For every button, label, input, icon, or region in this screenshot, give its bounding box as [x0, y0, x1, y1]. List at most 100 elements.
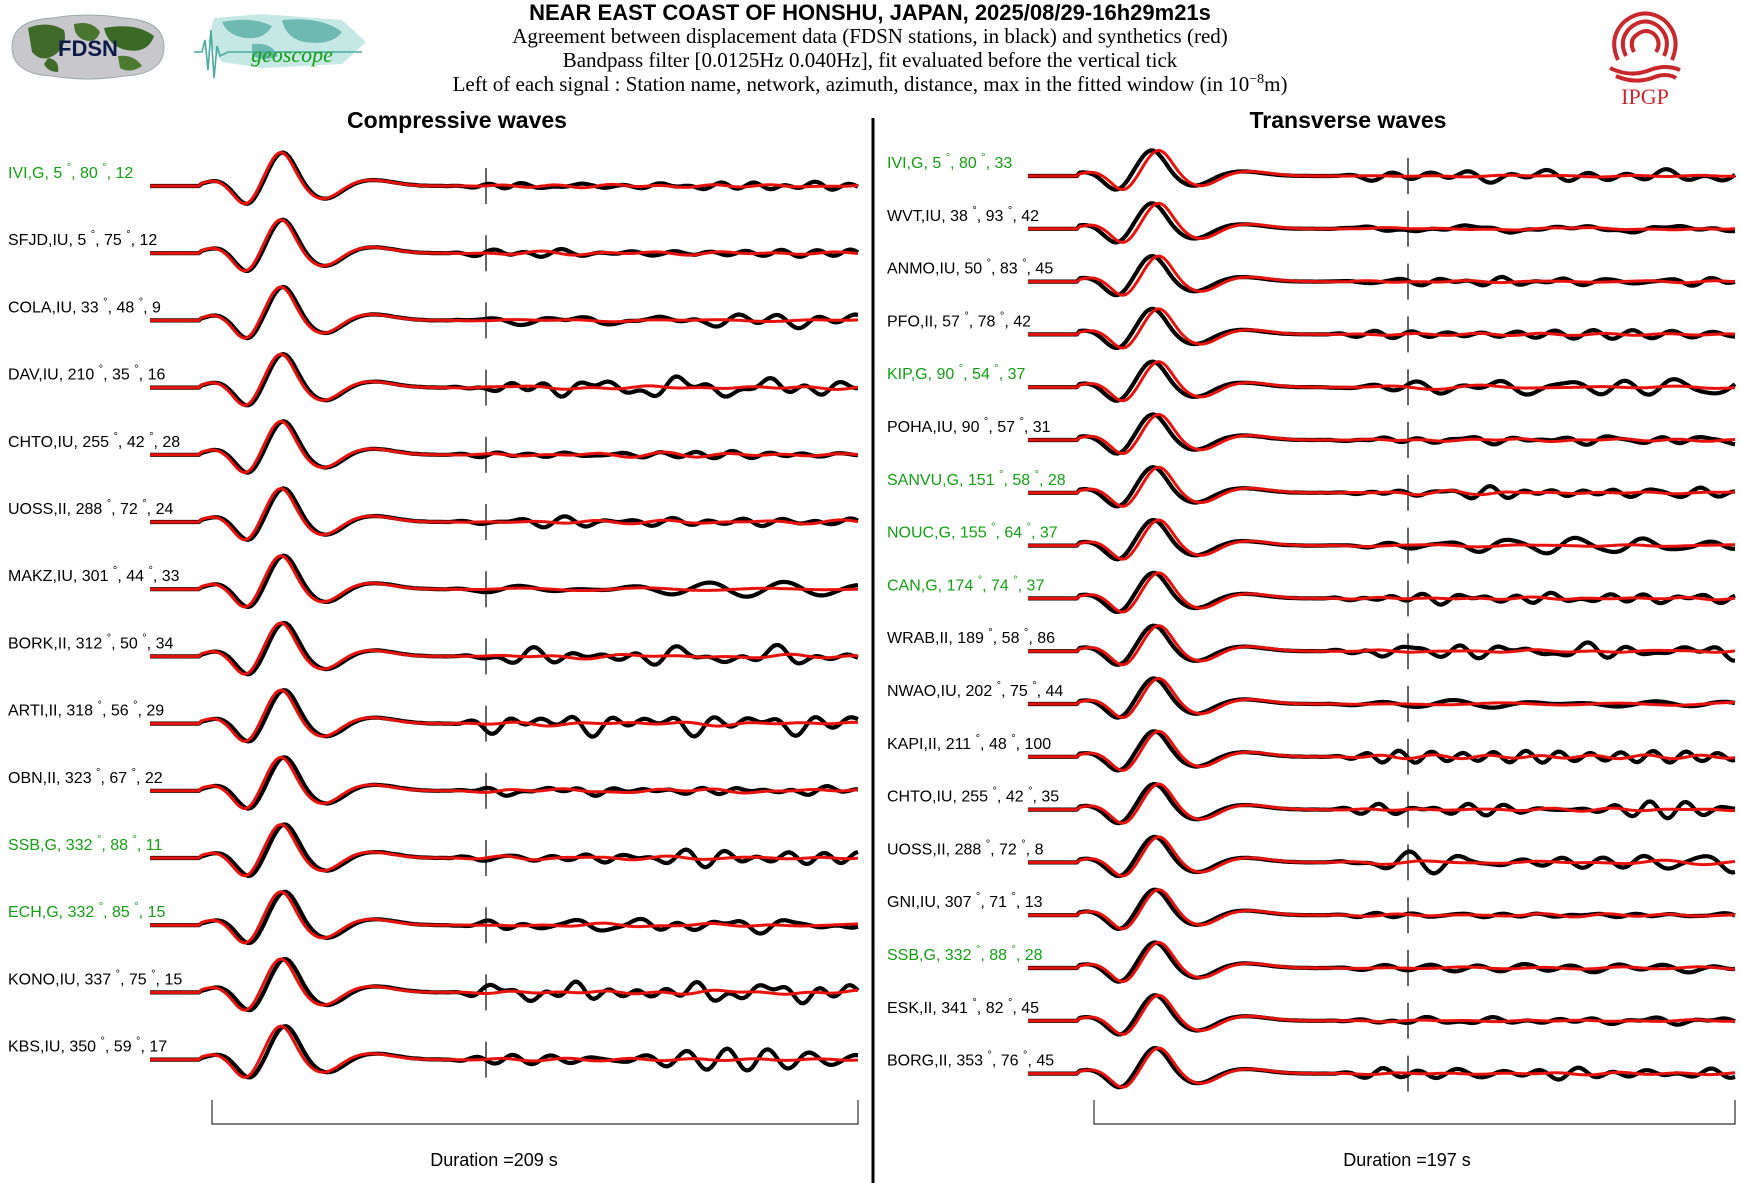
- data-trace-s-nwao: [1028, 676, 1736, 720]
- station-field: , 17: [140, 1039, 167, 1056]
- station-field: BORG,II, 353: [887, 1053, 987, 1070]
- data-trace-s-ssb: [1028, 940, 1736, 984]
- station-field: , 72: [990, 841, 1021, 858]
- degree-sign: °: [1032, 680, 1036, 692]
- degree-sign: °: [133, 700, 137, 712]
- synthetic-trace-p-sfjd: [150, 218, 859, 273]
- station-field: SFJD,IU, 5: [8, 232, 91, 249]
- station-label-p-ivi: IVI,G, 5 °, 80 °, 12: [8, 162, 133, 182]
- station-field: , 28: [153, 434, 180, 451]
- degree-sign: °: [987, 1050, 991, 1062]
- degree-sign: °: [97, 834, 101, 846]
- station-field: CAN,G, 174: [887, 577, 978, 594]
- station-field: , 24: [147, 501, 174, 518]
- degree-sign: °: [113, 565, 117, 577]
- degree-sign: °: [103, 296, 107, 308]
- station-field: , 45: [1012, 1000, 1039, 1017]
- station-field: , 75: [120, 971, 151, 988]
- degree-sign: °: [986, 838, 990, 850]
- fdsn-globe-icon: FDSN: [11, 14, 165, 80]
- data-trace-p-sfjd: [150, 217, 860, 273]
- synthetic-trace-s-esk: [1028, 993, 1736, 1036]
- station-field: , 86: [1028, 630, 1055, 647]
- station-field: , 50: [111, 635, 142, 652]
- station-field: , 22: [136, 770, 163, 787]
- degree-sign: °: [132, 767, 136, 779]
- station-field: , 42: [997, 789, 1028, 806]
- synthetic-trace-s-kip: [1028, 360, 1736, 403]
- subtitle-line-2: Bandpass filter [0.0125Hz 0.040Hz], fit …: [562, 48, 1178, 72]
- data-trace-s-can: [1028, 570, 1736, 615]
- station-label-p-dav: DAV,IU, 210 °, 35 °, 16: [8, 364, 165, 384]
- station-label-s-anmo: ANMO,IU, 50 °, 83 °, 45: [887, 258, 1053, 278]
- geoscope-logo: geoscope: [192, 12, 368, 84]
- synthetic-trace-s-poha: [1028, 412, 1736, 456]
- synthetic-trace-s-kapi: [1028, 729, 1736, 772]
- degree-sign: °: [1013, 574, 1017, 586]
- station-field: KONO,IU, 337: [8, 971, 116, 988]
- station-field: PFO,II, 57: [887, 313, 964, 330]
- station-field: , 80: [71, 165, 102, 182]
- ipgp-logo-label: IPGP: [1621, 84, 1669, 108]
- station-field: CHTO,IU, 255: [8, 434, 114, 451]
- degree-sign: °: [976, 944, 980, 956]
- synthetic-trace-s-chto: [1028, 782, 1735, 825]
- data-trace-s-ivi: [1028, 148, 1737, 192]
- degree-sign: °: [142, 498, 146, 510]
- station-label-s-borg: BORG,II, 353 °, 76 °, 45: [887, 1050, 1054, 1070]
- station-field: SANVU,G, 151: [887, 472, 999, 489]
- data-trace-p-makz: [150, 553, 859, 610]
- station-field: , 11: [137, 837, 163, 854]
- station-label-p-kono: KONO,IU, 337 °, 75 °, 15: [8, 968, 182, 988]
- degree-sign: °: [139, 296, 143, 308]
- synthetic-trace-s-borg: [1028, 1046, 1736, 1089]
- station-field: , 75: [95, 232, 126, 249]
- degree-sign: °: [997, 680, 1001, 692]
- station-field: , 13: [1016, 894, 1043, 911]
- subtitle-line-3: Left of each signal : Station name, netw…: [0, 72, 1740, 97]
- station-field: , 45: [1027, 1053, 1054, 1070]
- station-field: , 88: [101, 837, 132, 854]
- station-label-s-wvt: WVT,IU, 38 °, 93 °, 42: [887, 205, 1039, 225]
- station-label-p-uoss: UOSS,II, 288 °, 72 °, 24: [8, 498, 173, 518]
- station-label-p-chto: CHTO,IU, 255 °, 42 °, 28: [8, 431, 180, 451]
- degree-sign: °: [134, 901, 138, 913]
- station-field: , 93: [977, 208, 1008, 225]
- station-field: , 12: [131, 232, 158, 249]
- station-label-s-kip: KIP,G, 90 °, 54 °, 37: [887, 363, 1025, 383]
- degree-sign: °: [148, 565, 152, 577]
- station-field: SSB,G, 332: [8, 837, 97, 854]
- station-field: UOSS,II, 288: [887, 841, 986, 858]
- station-field: , 67: [100, 770, 131, 787]
- data-trace-s-anmo: [1028, 254, 1736, 298]
- degree-sign: °: [976, 891, 980, 903]
- station-field: UOSS,II, 288: [8, 501, 107, 518]
- station-label-p-obn: OBN,II, 323 °, 67 °, 22: [8, 767, 163, 787]
- station-label-s-uoss: UOSS,II, 288 °, 72 °, 8: [887, 838, 1044, 858]
- station-field: , 57: [988, 419, 1019, 436]
- station-field: SSB,G, 332: [887, 947, 976, 964]
- station-field: , 33: [986, 155, 1013, 172]
- station-field: , 72: [111, 501, 142, 518]
- station-field: , 37: [999, 366, 1026, 383]
- station-label-p-arti: ARTI,II, 318 °, 56 °, 29: [8, 700, 164, 720]
- subtitle-line-3-suffix: m): [1264, 72, 1288, 96]
- degree-sign: °: [142, 632, 146, 644]
- station-field: KIP,G, 90: [887, 366, 959, 383]
- synthetic-trace-s-anmo: [1028, 254, 1736, 297]
- station-field: COLA,IU, 33: [8, 299, 103, 316]
- station-label-p-kbs: KBS,IU, 350 °, 59 °, 17: [8, 1036, 167, 1056]
- ipgp-emblem-icon: IPGP: [1609, 11, 1681, 109]
- degree-sign: °: [1000, 310, 1004, 322]
- subtitle-line-3-prefix: Left of each signal : Station name, netw…: [452, 72, 1229, 96]
- station-field: , 88: [980, 947, 1011, 964]
- ipgp-logo: IPGP: [1590, 8, 1700, 109]
- station-label-s-pfo: PFO,II, 57 °, 78 °, 42: [887, 310, 1031, 330]
- station-field: IVI,G, 5: [887, 155, 946, 172]
- data-trace-s-nouc: [1028, 517, 1735, 562]
- station-field: DAV,IU, 210: [8, 367, 99, 384]
- degree-sign: °: [1023, 1050, 1027, 1062]
- synthetic-trace-p-ech: [150, 890, 859, 945]
